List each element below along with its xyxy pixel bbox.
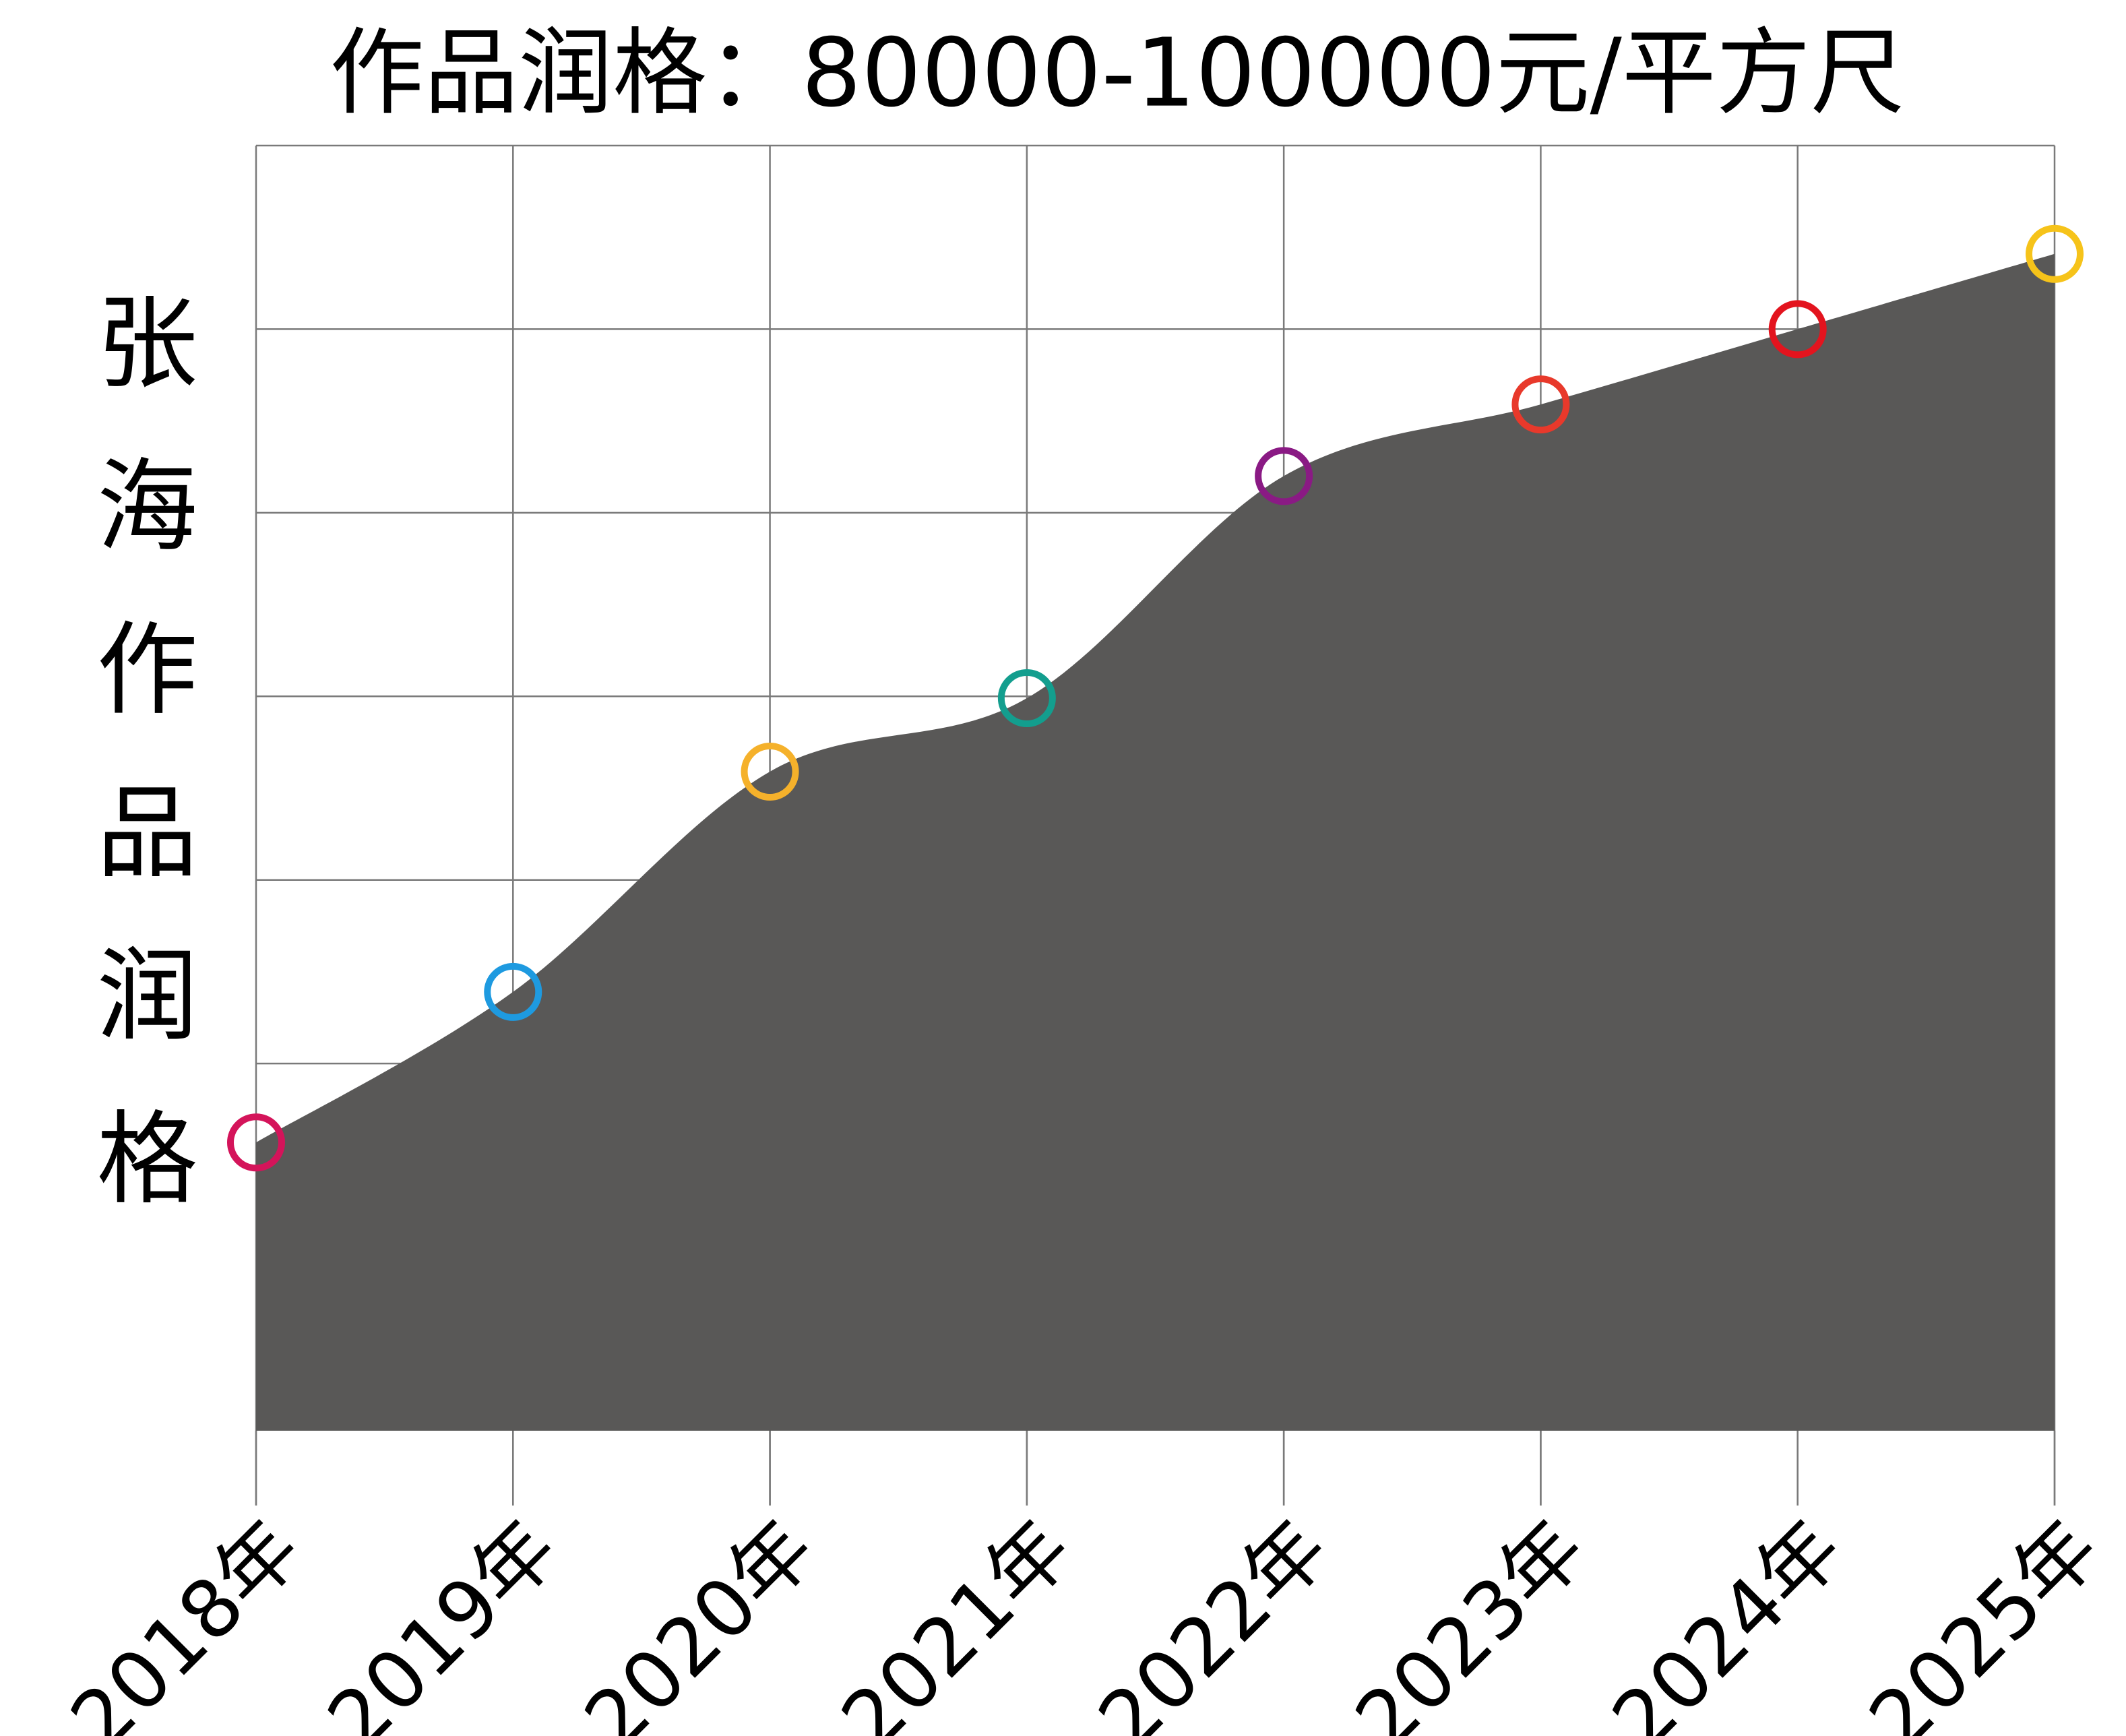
x-tick-label: 2024年 [1594, 1501, 1859, 1736]
x-tick-label: 2019年 [310, 1501, 575, 1736]
x-tick-label: 2020年 [567, 1501, 832, 1736]
point-marker [1768, 300, 1827, 359]
point-marker [484, 962, 542, 1021]
point-marker [1255, 447, 1313, 505]
point-marker [1511, 375, 1570, 434]
x-tick-label: 2018年 [53, 1501, 318, 1736]
y-axis-label: 张海作品润格 [80, 290, 197, 1268]
x-tick-label: 2021年 [824, 1501, 1089, 1736]
point-marker [2026, 224, 2084, 283]
point-marker [997, 669, 1056, 728]
area [256, 253, 2055, 1431]
x-tick-label: 2025年 [1852, 1501, 2117, 1736]
point-marker [741, 742, 799, 801]
x-tick-label: 2023年 [1338, 1501, 1602, 1736]
x-tick-label: 2022年 [1081, 1501, 1346, 1736]
chart-title: 作品润格：80000-100000元/平方尺 [330, 19, 1904, 129]
point-marker [227, 1113, 285, 1172]
